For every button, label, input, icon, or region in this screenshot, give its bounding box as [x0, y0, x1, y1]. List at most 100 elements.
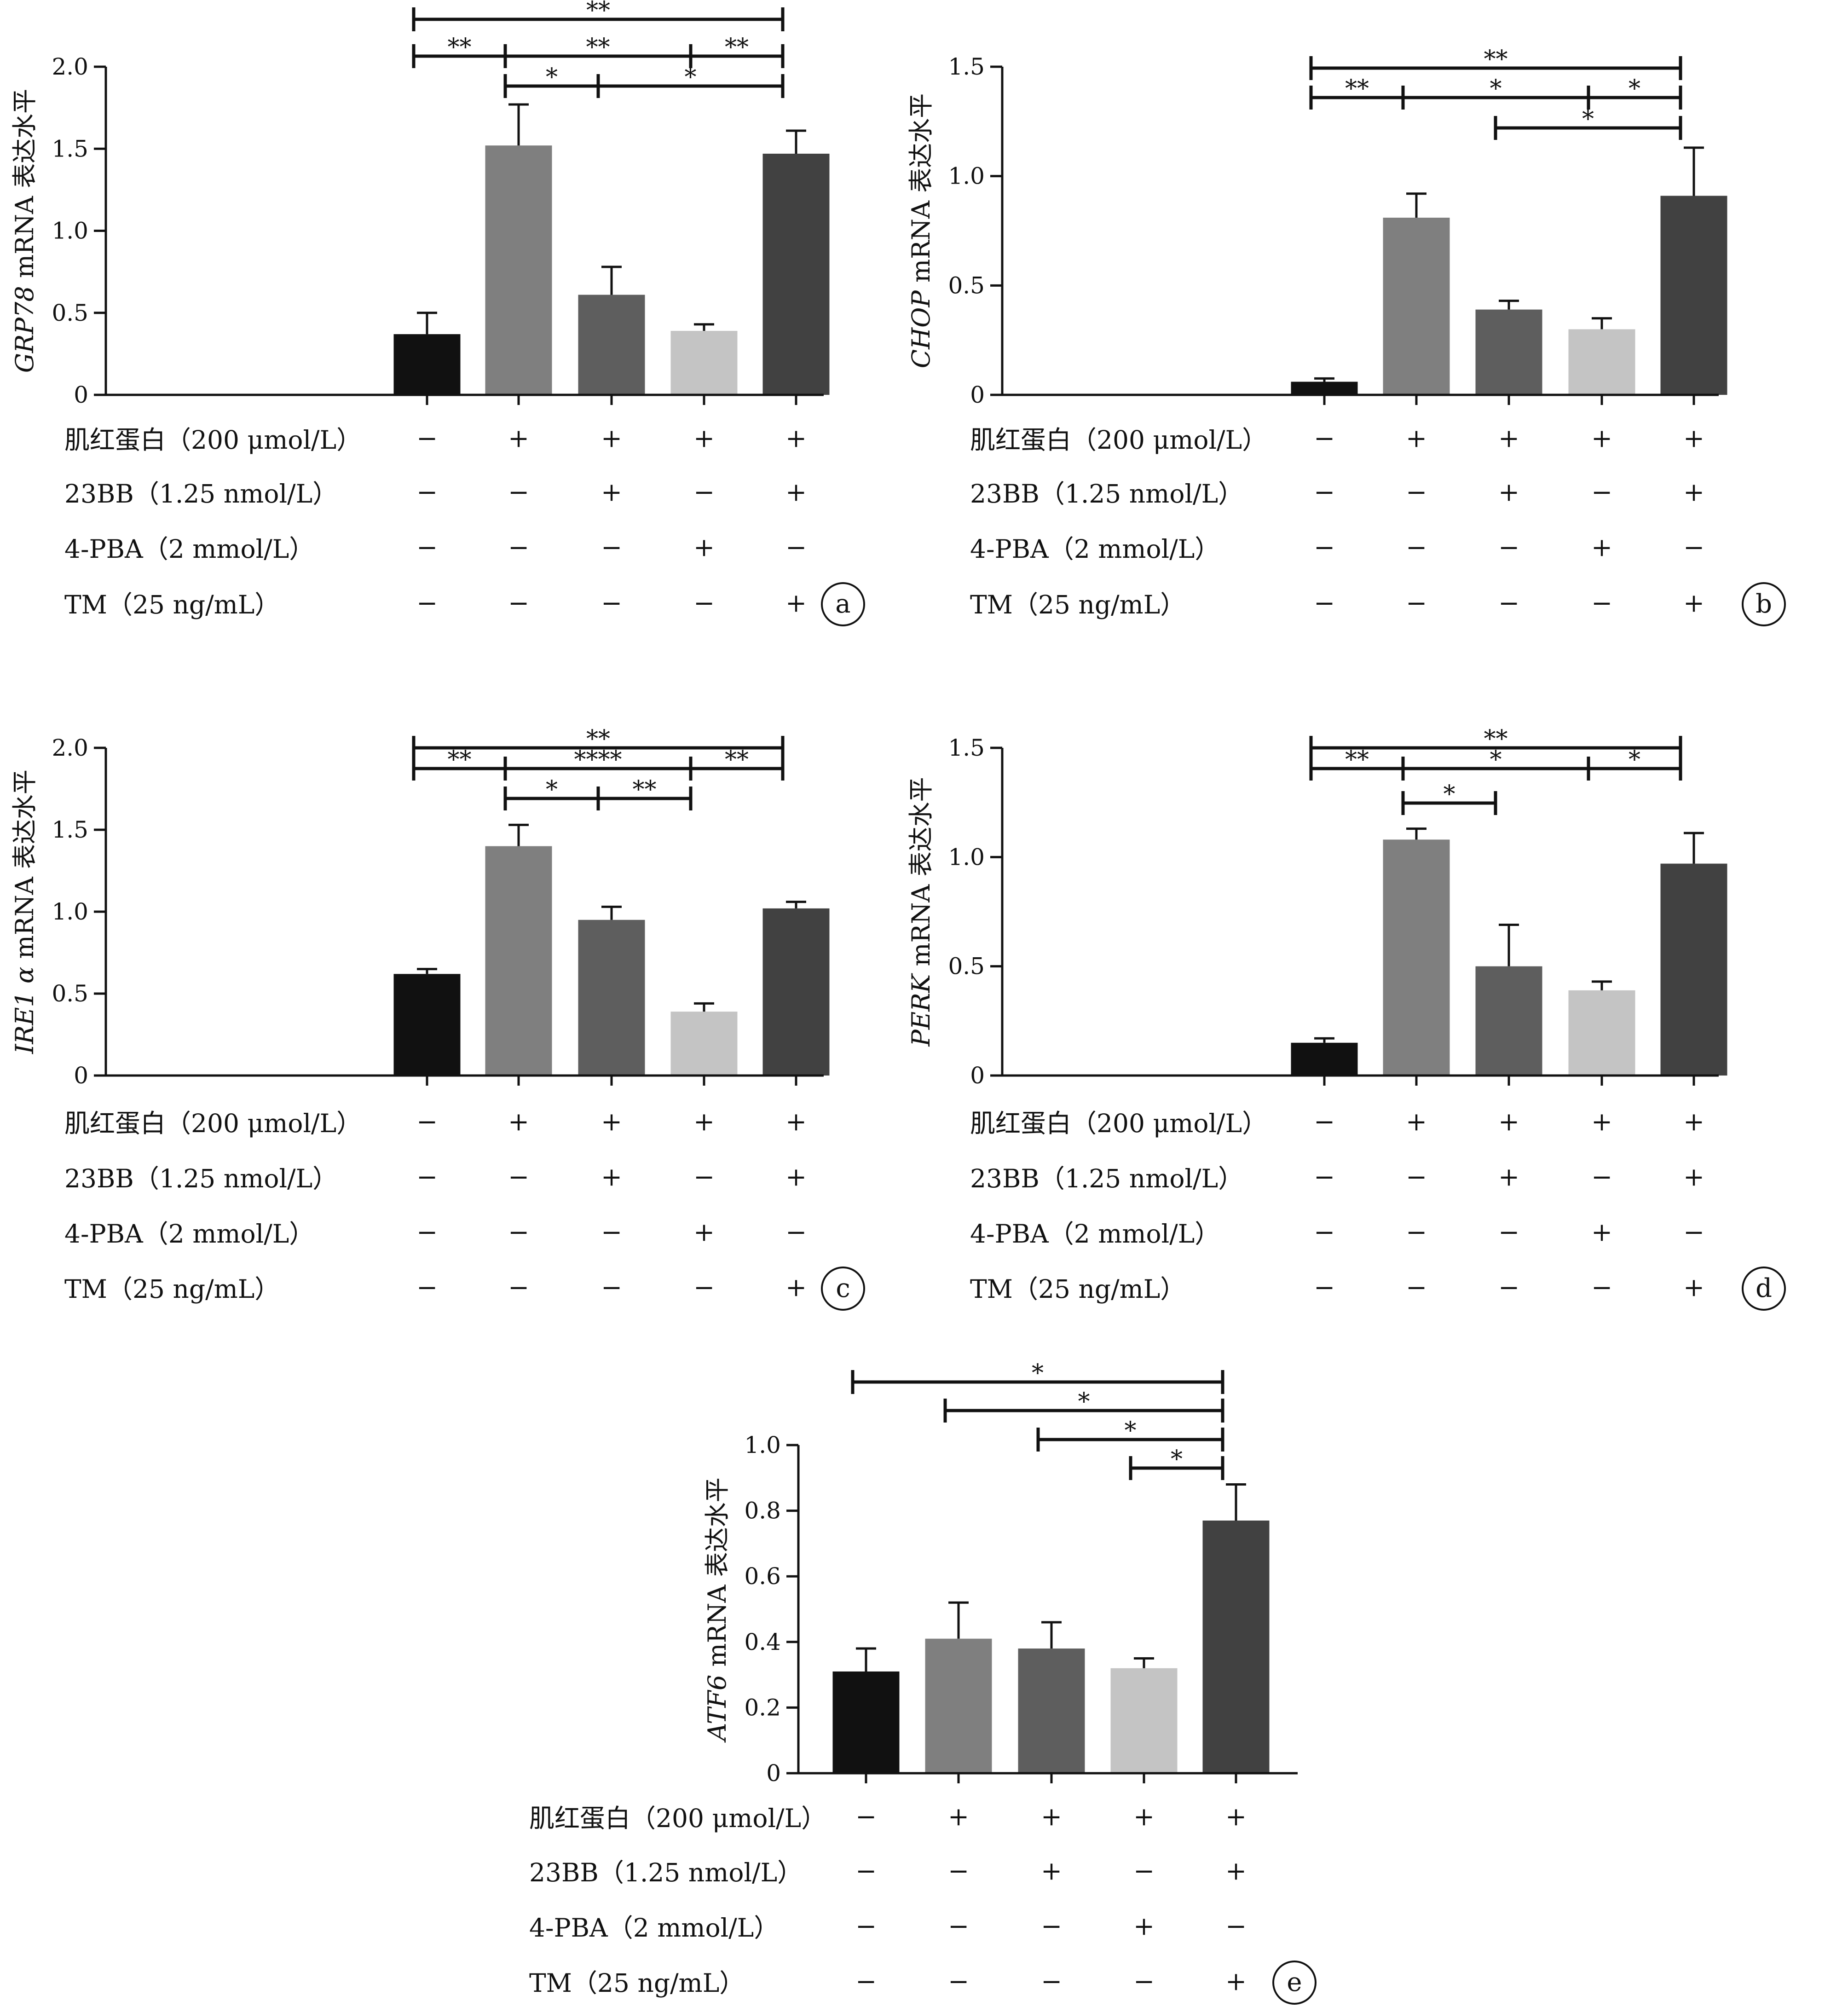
significance-label-3: * — [1490, 746, 1502, 774]
significance-label-3: * — [1125, 1417, 1137, 1445]
significance-label-2: * — [1078, 1388, 1090, 1416]
treatment-sign-r4-c3: − — [601, 1272, 622, 1302]
treatment-sign-r4-c2: − — [508, 1272, 529, 1302]
significance-label-5: * — [1444, 781, 1455, 808]
treatment-sign-r1-c1: − — [1314, 1107, 1335, 1136]
treatment-sign-r2-c4: − — [1591, 477, 1612, 507]
treatment-label-2: 23BB（1.25 nmol/L） — [970, 479, 1243, 509]
treatment-sign-r4-c5: + — [1683, 588, 1704, 618]
treatment-sign-r4-c2: − — [1406, 1272, 1427, 1302]
chart-panel-e: 0 0.2 0.4 0.6 0.8 1.0 ATF6 mRNA 表达水平 * * * * 肌红蛋白（2… — [529, 1359, 1317, 2005]
y-tick-label-0: 0 — [74, 1062, 88, 1089]
treatment-sign-r2-c2: − — [948, 1856, 969, 1886]
treatment-sign-r4-c5: + — [785, 1272, 807, 1302]
significance-label-3: ** — [586, 34, 610, 61]
panel-letter-circle — [821, 582, 865, 626]
bar-4 — [1568, 329, 1635, 395]
treatment-sign-r1-c4: + — [1591, 423, 1612, 453]
significance-label-2: ** — [1345, 746, 1369, 774]
y-tick-label-5: 1.0 — [744, 1432, 781, 1458]
bar-4 — [670, 330, 738, 395]
y-axis-label: ATF6 mRNA 表达水平 — [703, 1477, 732, 1743]
treatment-label-3: 4-PBA（2 mmol/L） — [529, 1913, 779, 1943]
treatment-sign-r4-c2: − — [948, 1967, 969, 1996]
y-tick-label-3: 1.5 — [52, 135, 88, 162]
treatment-label-4: TM（25 ng/mL） — [970, 1274, 1185, 1304]
panel-letter: c — [836, 1273, 850, 1303]
bar-4 — [1568, 990, 1635, 1076]
y-axis-label-text: mRNA 表达水平 — [907, 93, 936, 290]
significance-label-5: * — [546, 776, 558, 804]
y-axis-label: GRP78 mRNA 表达水平 — [10, 89, 39, 373]
treatment-sign-r3-c3: − — [1498, 532, 1519, 562]
panel-letter: b — [1756, 589, 1772, 619]
y-axis-label-text: mRNA 表达水平 — [10, 89, 39, 286]
treatment-sign-r2-c4: − — [693, 1162, 715, 1191]
treatment-label-2: 23BB（1.25 nmol/L） — [64, 1164, 338, 1193]
bar-3 — [1475, 966, 1542, 1076]
y-tick-label-1: 0.5 — [948, 272, 985, 299]
bar-3 — [1018, 1648, 1085, 1773]
treatment-sign-r3-c3: − — [1041, 1911, 1062, 1941]
significance-label-2: ** — [448, 746, 472, 774]
treatment-sign-r1-c2: + — [1406, 1107, 1427, 1136]
bar-5 — [762, 908, 830, 1076]
treatment-sign-r3-c2: − — [508, 1217, 529, 1247]
y-tick-label-3: 1.5 — [948, 53, 985, 80]
treatment-sign-r4-c3: − — [601, 588, 622, 618]
bar-2 — [485, 846, 552, 1076]
treatment-sign-r3-c4: + — [693, 532, 715, 562]
y-tick-label-1: 0.5 — [52, 300, 88, 326]
y-axis-label: PERK mRNA 表达水平 — [907, 777, 936, 1047]
treatment-sign-r3-c4: + — [1133, 1911, 1155, 1941]
bar-2 — [1383, 839, 1450, 1076]
y-tick-label-2: 0.4 — [744, 1629, 781, 1655]
treatment-sign-r2-c2: − — [508, 1162, 529, 1191]
significance-label-1: * — [1032, 1359, 1044, 1387]
significance-label-4: ** — [725, 746, 749, 774]
treatment-sign-r1-c3: + — [1498, 1107, 1519, 1136]
treatment-sign-r3-c3: − — [601, 1217, 622, 1247]
treatment-sign-r1-c2: + — [1406, 423, 1427, 453]
treatment-sign-r3-c5: − — [785, 532, 807, 562]
treatment-label-1: 肌红蛋白（200 μmol/L） — [64, 425, 362, 455]
significance-label-2: ** — [448, 34, 472, 61]
treatment-sign-r1-c5: + — [1225, 1802, 1247, 1831]
treatment-sign-r1-c4: + — [1591, 1107, 1612, 1136]
significance-label-1: ** — [586, 725, 610, 753]
treatment-label-1: 肌红蛋白（200 μmol/L） — [529, 1804, 826, 1833]
treatment-label-4: TM（25 ng/mL） — [64, 590, 280, 619]
treatment-sign-r4-c2: − — [508, 588, 529, 618]
treatment-sign-r4-c3: − — [1041, 1967, 1062, 1996]
treatment-sign-r4-c3: − — [1498, 1272, 1519, 1302]
treatment-sign-r1-c3: + — [1498, 423, 1519, 453]
y-tick-label-2: 1.0 — [948, 163, 985, 190]
bar-3 — [578, 920, 645, 1076]
treatment-label-1: 肌红蛋白（200 μmol/L） — [64, 1109, 362, 1138]
treatment-sign-r1-c4: + — [693, 1107, 715, 1136]
panel-letter: a — [835, 589, 850, 619]
treatment-label-3: 4-PBA（2 mmol/L） — [970, 1219, 1220, 1249]
treatment-sign-r4-c2: − — [1406, 588, 1427, 618]
treatment-sign-r4-c4: − — [1133, 1967, 1155, 1996]
treatment-sign-r2-c4: − — [693, 477, 715, 507]
significance-label-4: ** — [725, 34, 749, 61]
treatment-label-4: TM（25 ng/mL） — [970, 590, 1185, 619]
bar-5 — [1202, 1520, 1270, 1773]
treatment-sign-r1-c2: + — [508, 423, 529, 453]
treatment-sign-r3-c1: − — [416, 1217, 438, 1247]
bar-2 — [485, 145, 552, 395]
panel-letter: d — [1756, 1273, 1772, 1303]
y-tick-label-3: 0.6 — [744, 1563, 781, 1590]
y-tick-label-3: 1.5 — [948, 735, 985, 761]
treatment-sign-r3-c4: + — [693, 1217, 715, 1247]
y-tick-label-2: 1.0 — [52, 218, 88, 244]
treatment-sign-r2-c1: − — [855, 1856, 877, 1886]
treatment-sign-r4-c4: − — [693, 1272, 715, 1302]
y-axis-label: CHOP mRNA 表达水平 — [907, 93, 936, 368]
bar-4 — [670, 1012, 738, 1076]
